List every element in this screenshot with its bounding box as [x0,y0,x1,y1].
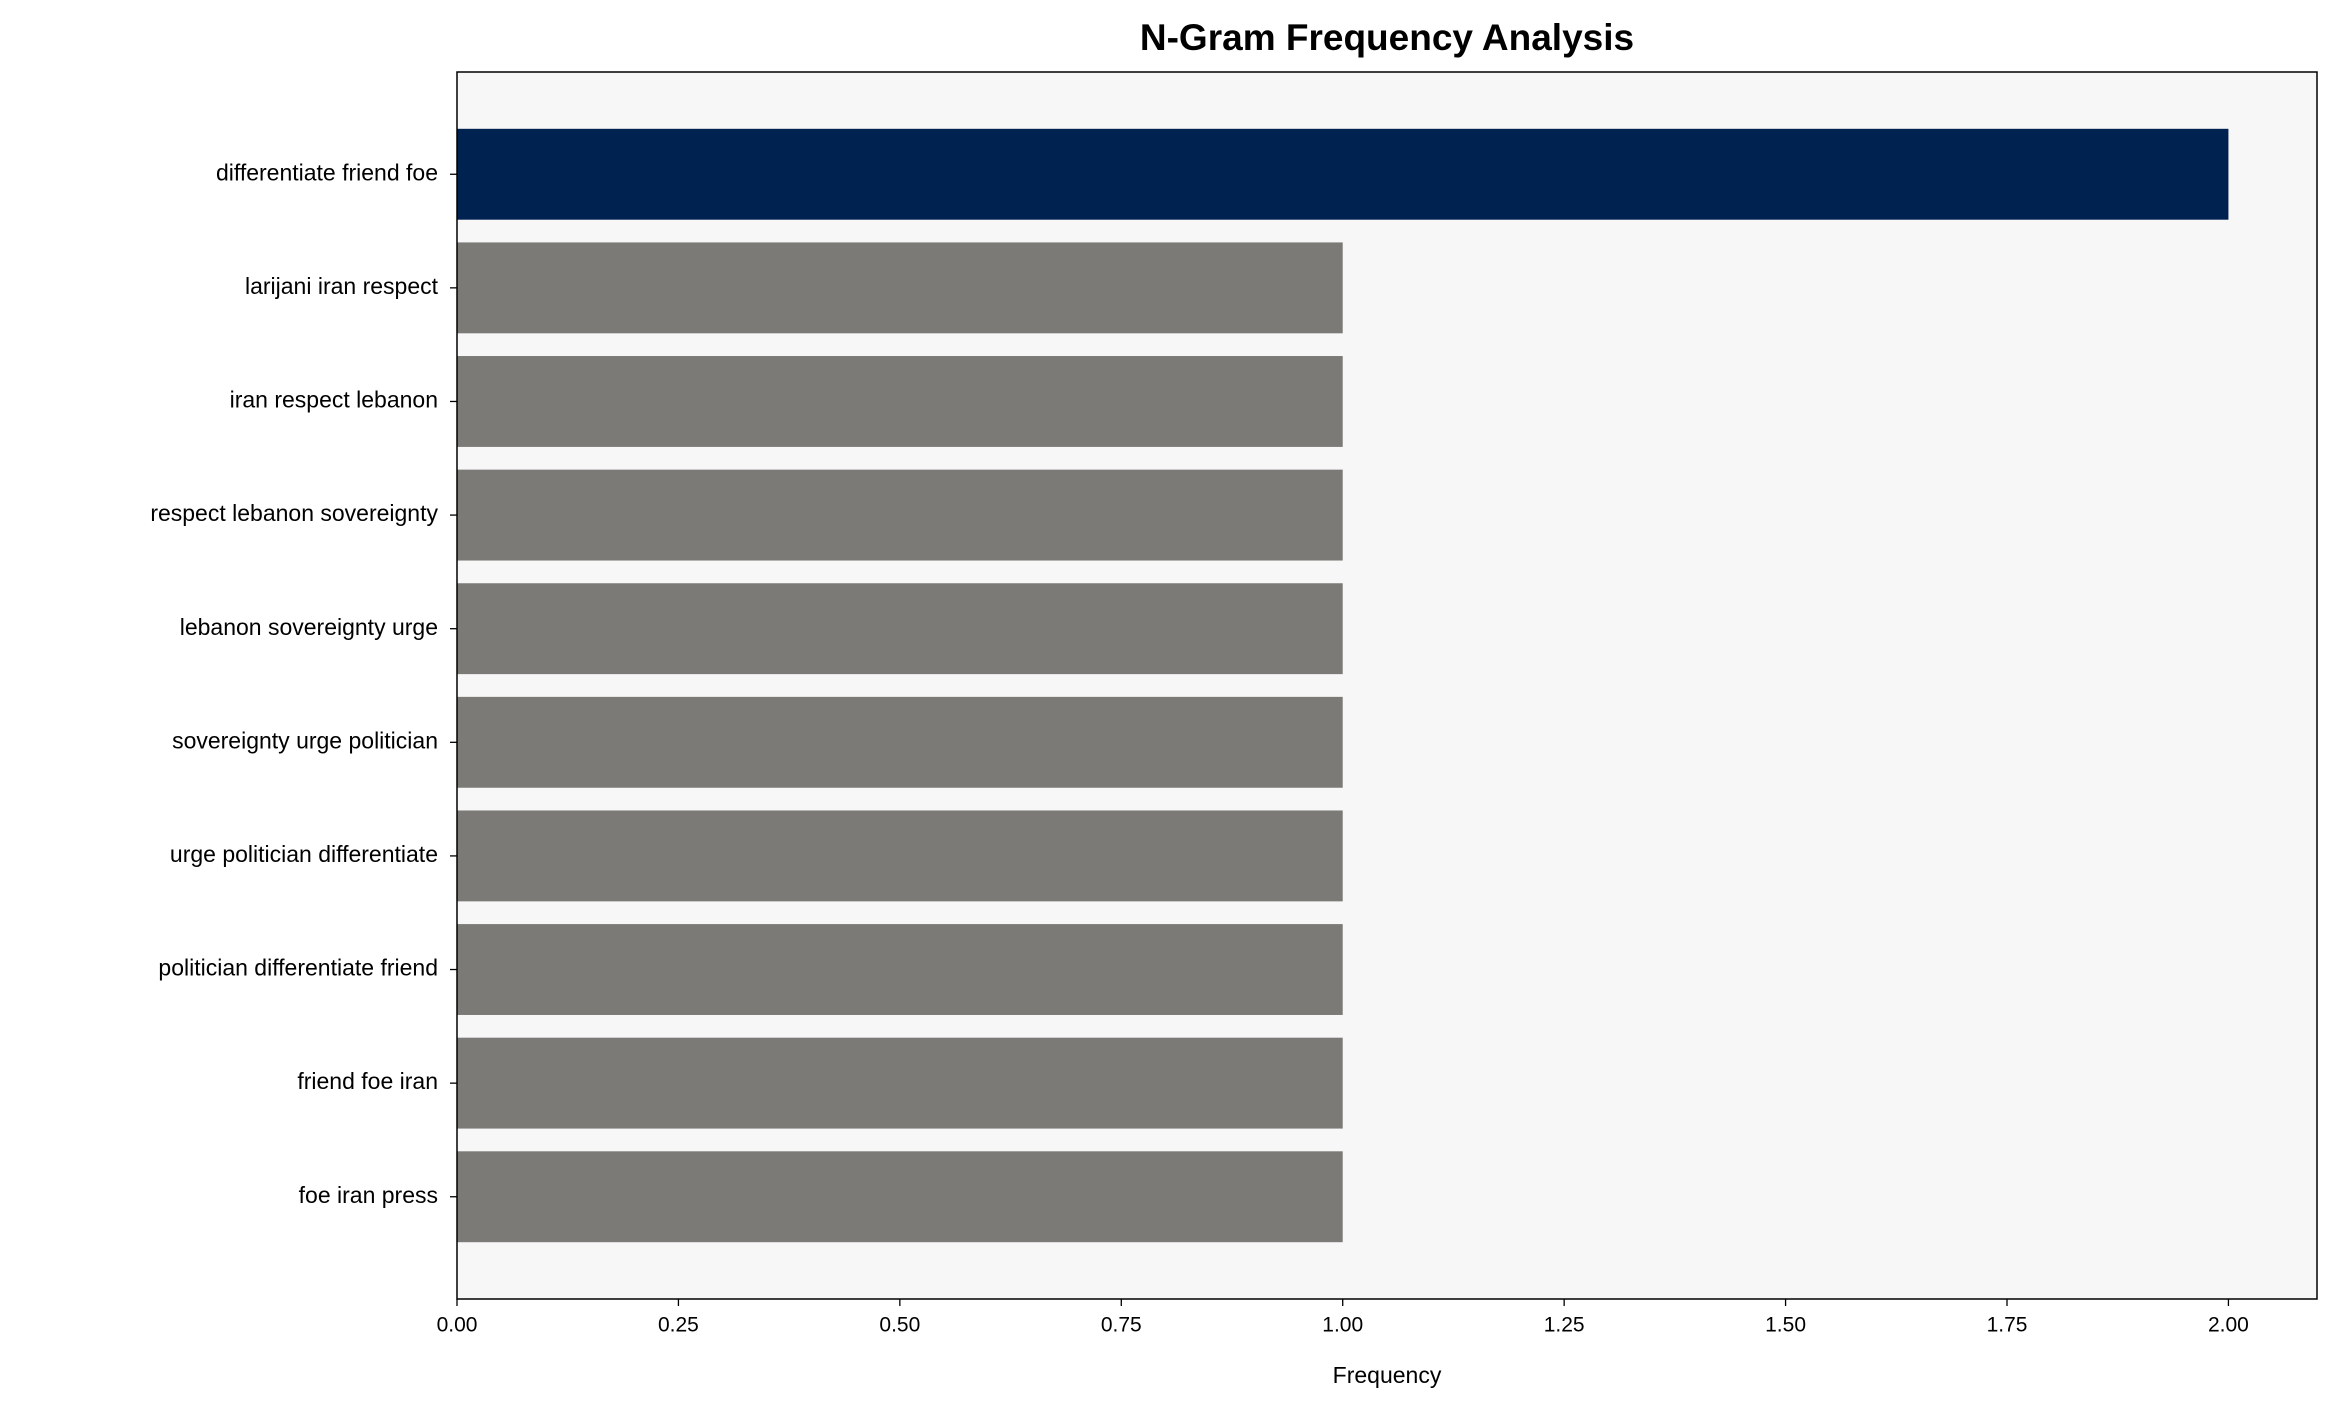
y-tick-label: friend foe iran [297,1068,438,1094]
x-tick-label: 0.25 [658,1314,699,1337]
y-tick-label: politician differentiate friend [158,955,438,981]
bar [457,583,1343,675]
x-tick-label: 1.75 [1987,1314,2028,1337]
y-tick-label: lebanon sovereignty urge [180,614,438,640]
bar [457,242,1343,334]
x-tick-label: 0.50 [879,1314,920,1337]
y-tick-label: foe iran press [299,1182,438,1208]
y-tick-label: sovereignty urge politician [172,727,438,753]
y-tick-label: respect lebanon sovereignty [150,500,438,526]
bar [457,924,1343,1015]
plot-frame [456,71,2318,1300]
x-tick-label: 0.00 [437,1314,478,1337]
x-tick-label: 0.75 [1101,1314,1142,1337]
bar [457,696,1343,788]
y-tick-label: urge politician differentiate [170,841,438,867]
bar [457,356,1343,447]
y-tick-label: larijani iran respect [245,273,439,299]
bar [457,810,1343,902]
bar [457,128,2229,220]
bar [457,469,1343,561]
x-tick-label: 2.00 [2208,1314,2249,1337]
chart-title: N-Gram Frequency Analysis [1140,17,1634,58]
bar [457,1037,1343,1129]
x-tick-label: 1.00 [1322,1314,1363,1337]
x-tick-label: 1.25 [1544,1314,1585,1337]
y-tick-label: differentiate friend foe [216,159,438,185]
x-axis-label: Frequency [1333,1362,1442,1388]
y-tick-label: iran respect lebanon [230,387,438,413]
x-tick-label: 1.50 [1765,1314,1806,1337]
bar [457,1151,1343,1243]
